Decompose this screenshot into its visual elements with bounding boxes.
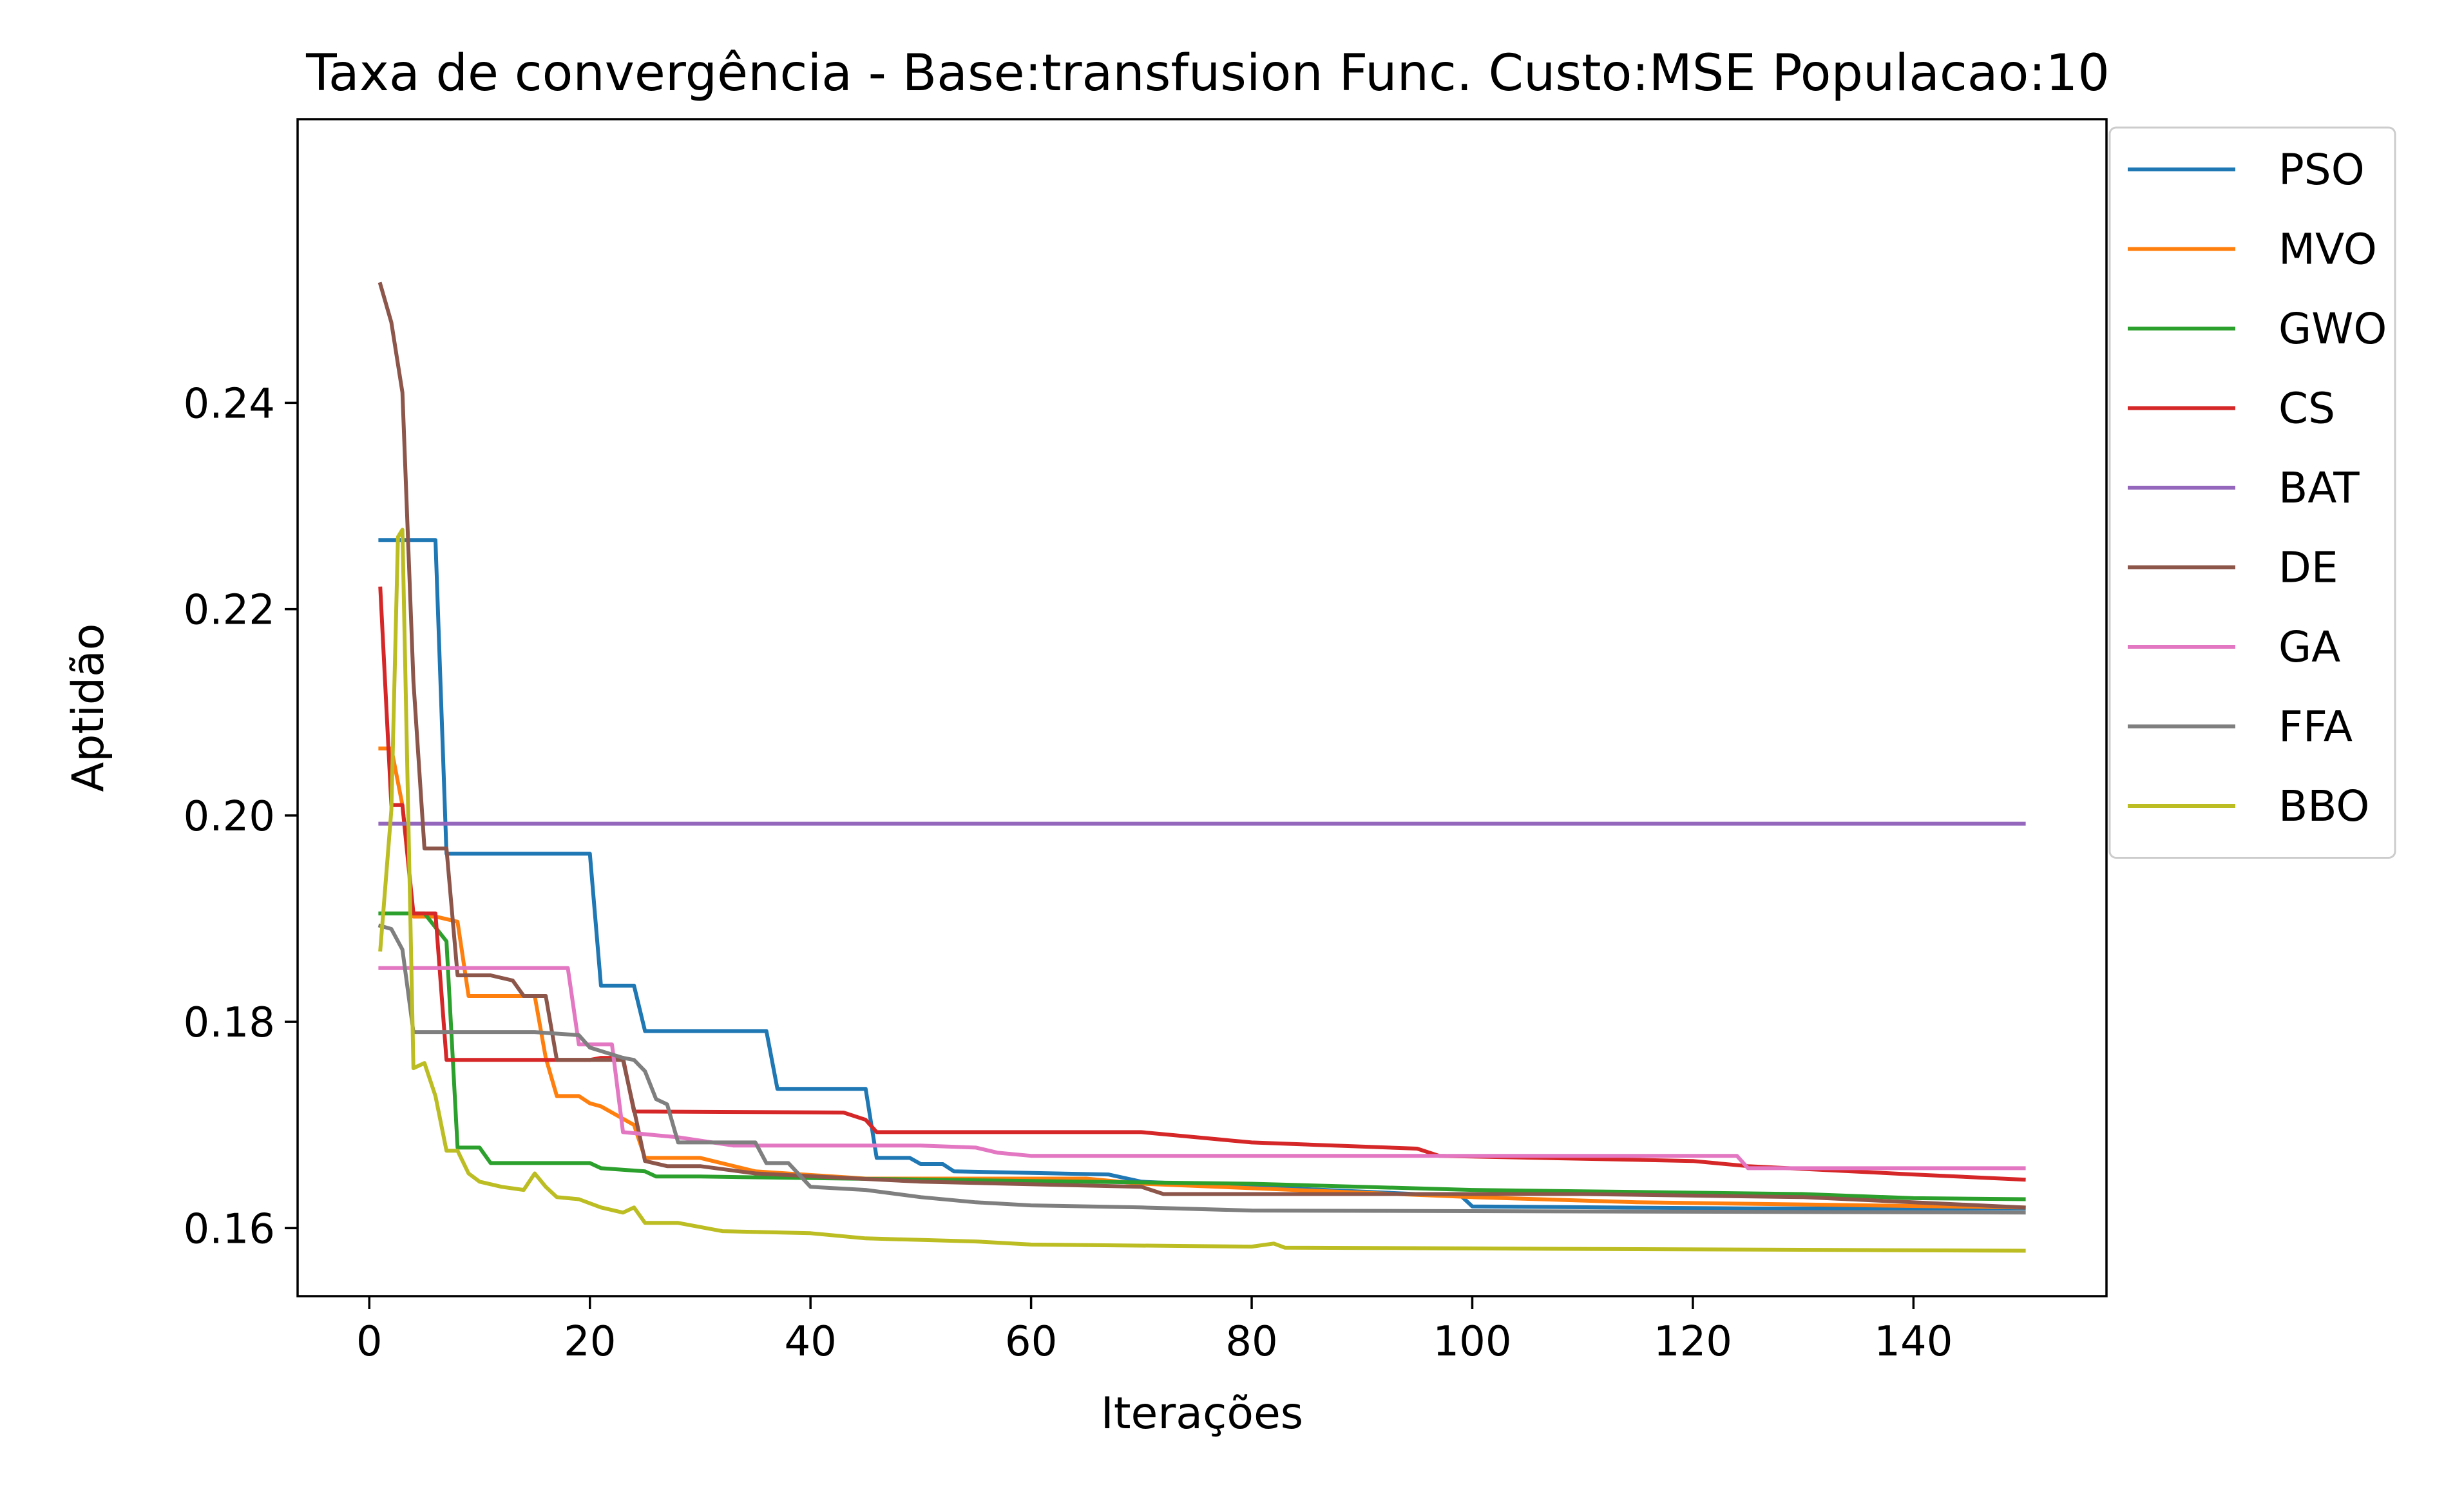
x-tick-label: 140 [1874,1318,1953,1366]
y-tick-label: 0.20 [184,793,276,841]
y-axis-label: Aptidão [63,624,114,792]
legend-label-bbo: BBO [2278,781,2369,831]
series-line-mvo [378,746,2026,1210]
x-tick-label: 20 [564,1318,616,1366]
x-axis-label: Iterações [1101,1388,1303,1439]
chart-title: Taxa de convergência - Base:transfusion … [305,44,2110,102]
legend-box [2108,126,2396,859]
legend: PSO MVO GWO CS BAT DE GA FFA BBO [2108,126,2396,859]
series-line-de [377,282,2026,1210]
x-tick-label: 100 [1433,1318,1511,1366]
legend-label-bat: BAT [2278,463,2360,513]
legend-label-pso: PSO [2278,145,2365,195]
y-tick-label: 0.22 [184,587,276,635]
legend-label-mvo: MVO [2278,225,2377,274]
x-tick-label: 120 [1654,1318,1732,1366]
y-tick-label: 0.18 [184,999,276,1047]
series-line-ffa [377,923,2026,1215]
legend-label-ga: GA [2278,622,2340,672]
y-axis: 0.16 0.18 0.20 0.22 0.24 [184,380,298,1253]
y-tick-label: 0.16 [184,1205,276,1253]
series-line-cs [378,586,2026,1182]
legend-label-gwo: GWO [2278,304,2387,354]
plot-frame [296,118,2108,1297]
legend-label-cs: CS [2278,384,2335,434]
y-tick-label: 0.24 [184,380,276,428]
series-line-ga [378,966,2026,1171]
x-tick-label: 40 [784,1318,836,1366]
series-group [377,282,2026,1253]
x-axis: 0 20 40 60 80 100 120 140 [356,1296,1953,1366]
series-line-bbo [378,528,2026,1253]
x-tick-label: 60 [1005,1318,1057,1366]
x-tick-label: 80 [1225,1318,1277,1366]
legend-label-de: DE [2278,543,2338,593]
legend-label-ffa: FFA [2278,702,2353,752]
series-line-gwo [378,911,2026,1201]
x-tick-label: 0 [356,1318,383,1366]
